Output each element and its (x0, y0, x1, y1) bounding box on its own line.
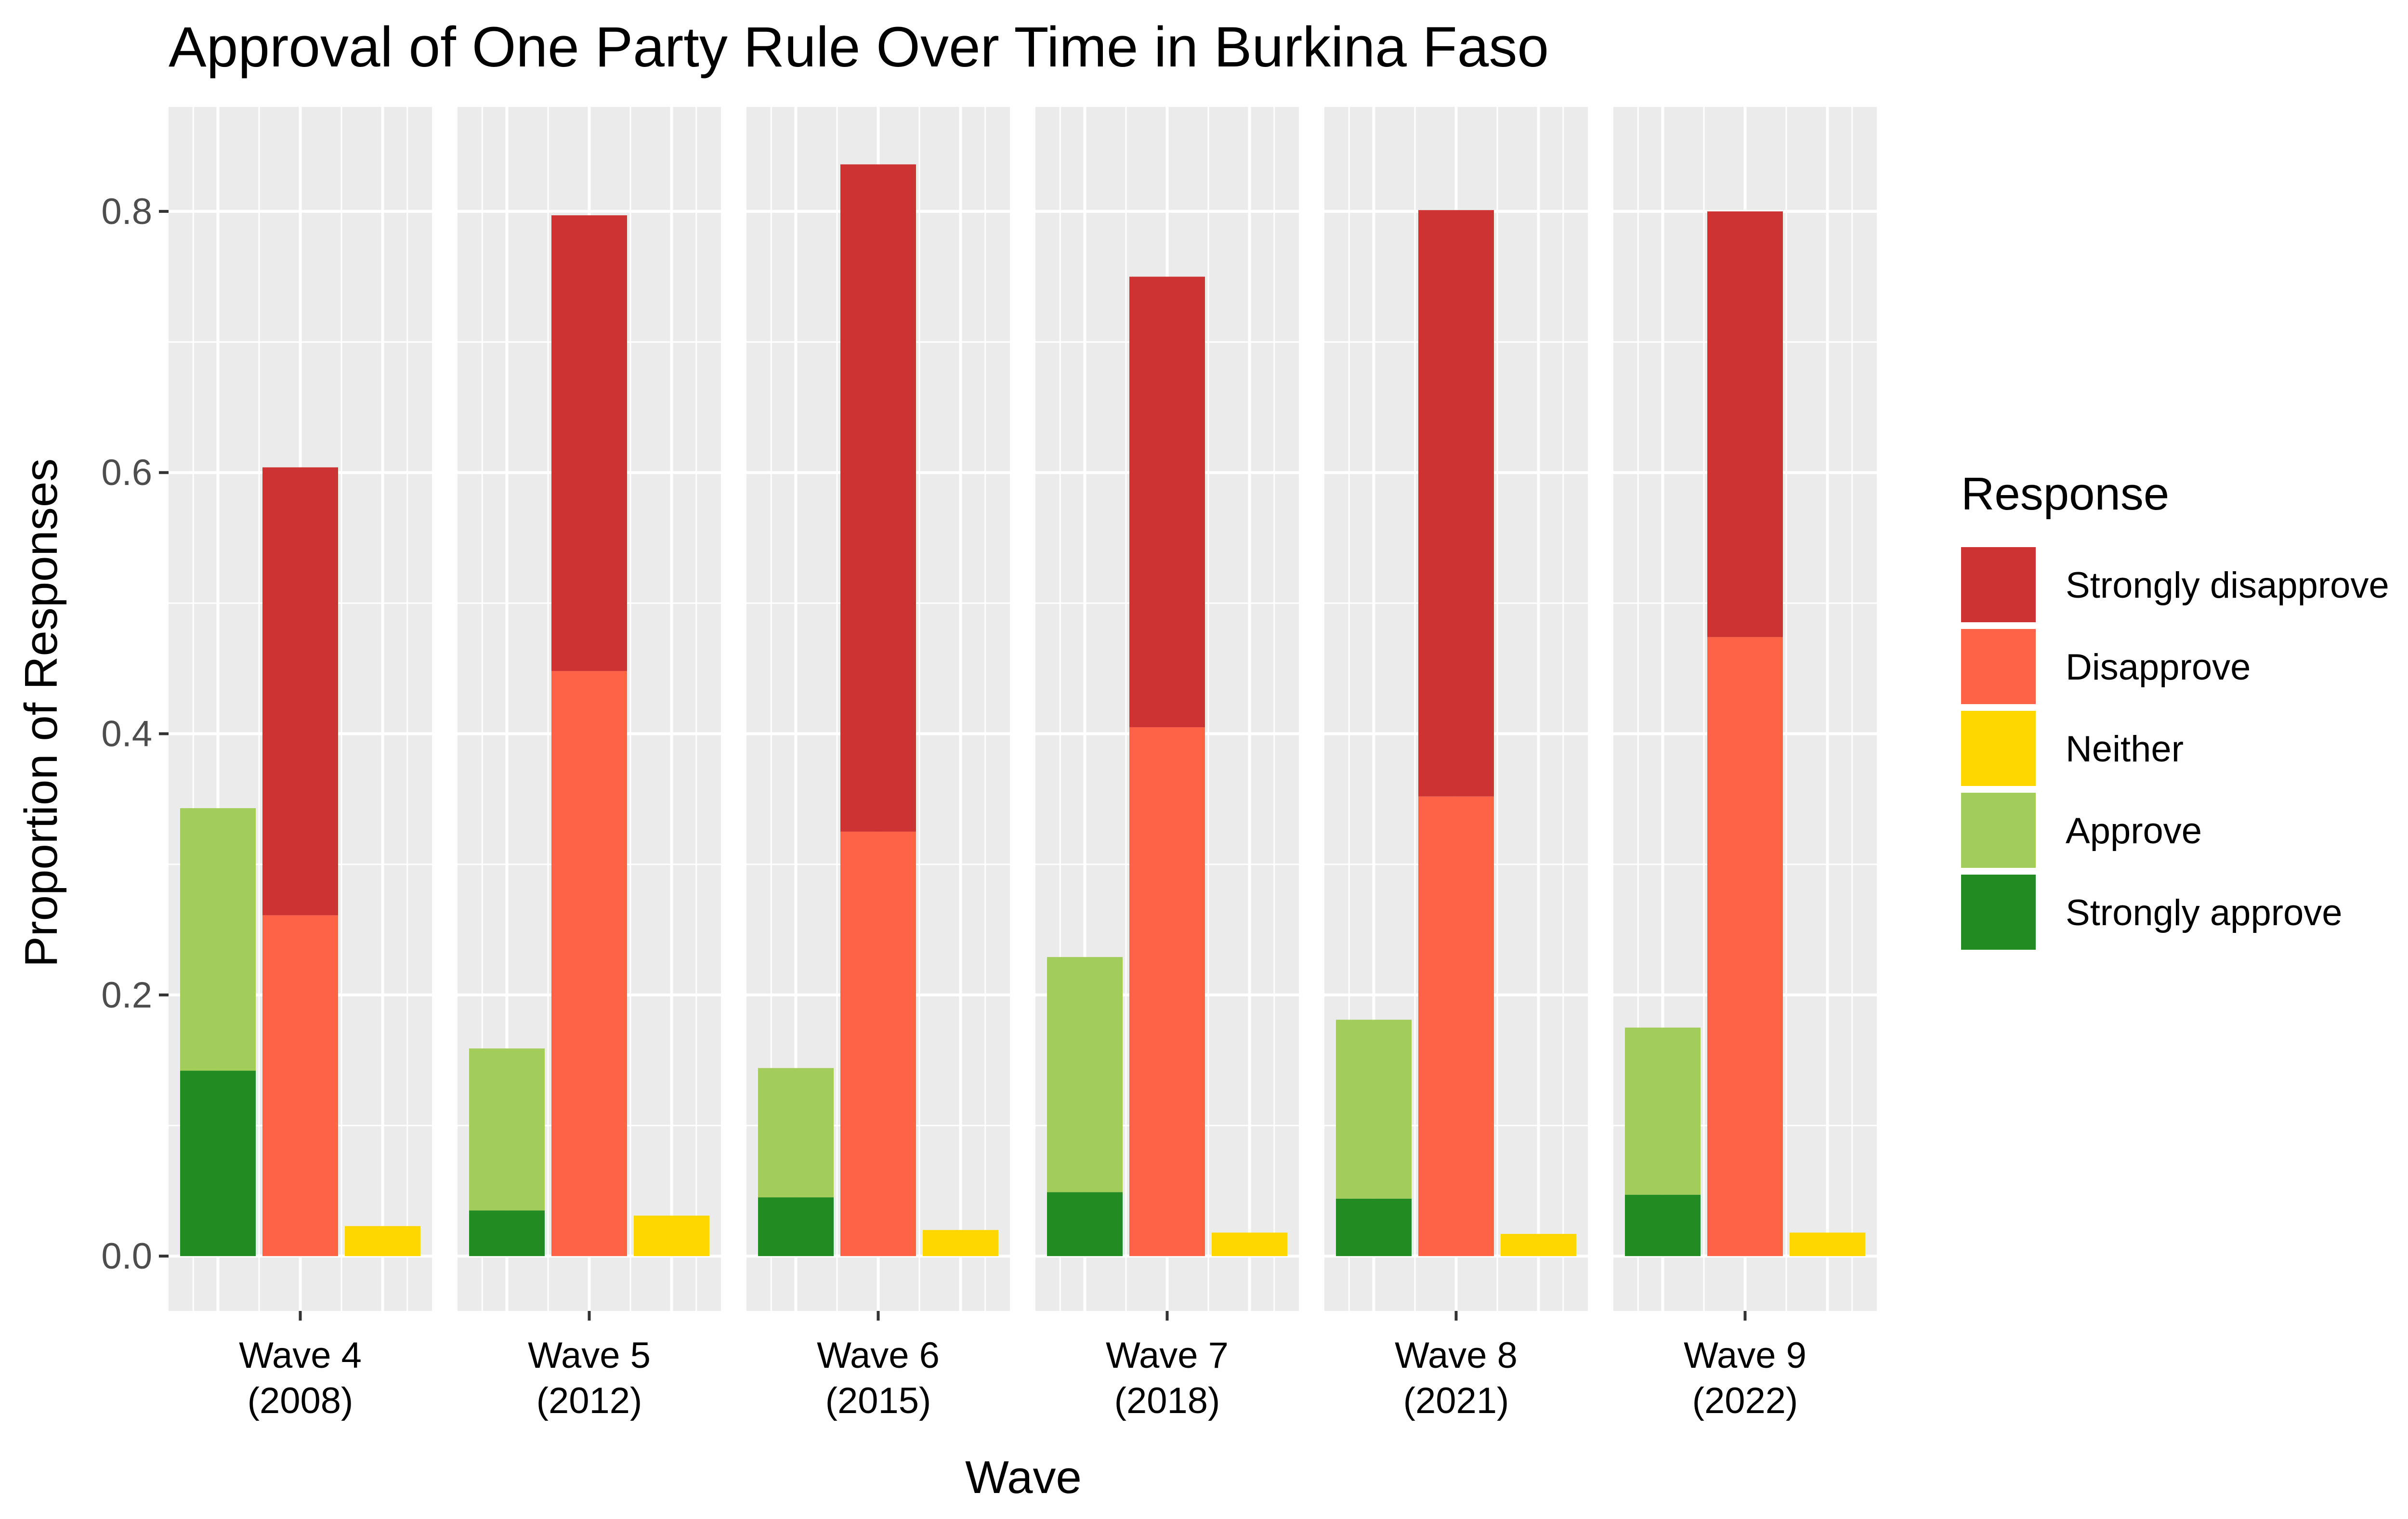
bar-strongly-disapprove (1129, 276, 1205, 727)
bar-strongly-approve (469, 1210, 545, 1257)
y-axis-title: Proportion of Responses (15, 458, 67, 968)
y-axis: 0.0 0.2 0.4 0.6 0.8 (101, 191, 169, 1277)
bar-strongly-approve (1336, 1198, 1412, 1257)
bar-approve (1625, 1027, 1701, 1195)
bar-strongly-approve (1625, 1194, 1701, 1257)
legend-swatch (1961, 793, 2036, 868)
bar-neither (634, 1216, 709, 1257)
legend-label: Strongly disapprove (2066, 565, 2389, 606)
y-tick-label: 0.6 (101, 452, 152, 493)
chart-title: Approval of One Party Rule Over Time in … (169, 15, 1549, 79)
x-tick-label-year: (2012) (537, 1380, 642, 1421)
bar-strongly-approve (758, 1197, 834, 1257)
bar-neither (1790, 1232, 1865, 1257)
bar-neither (1212, 1232, 1287, 1257)
facet-panel: Wave 7(2018) (1035, 107, 1299, 1421)
legend-label: Disapprove (2066, 647, 2251, 688)
x-tick-label: Wave 5 (528, 1335, 651, 1376)
x-tick-label: Wave 7 (1106, 1335, 1229, 1376)
facet-panel: Wave 9(2022) (1613, 107, 1877, 1421)
bar-approve (469, 1048, 545, 1211)
legend-label: Neither (2066, 729, 2184, 770)
x-axis-title: Wave (965, 1452, 1082, 1503)
bar-neither (345, 1226, 420, 1257)
bar-disapprove (262, 915, 338, 1257)
x-tick-label-year: (2018) (1114, 1380, 1220, 1421)
y-tick-label: 0.4 (101, 714, 152, 755)
bar-neither (923, 1230, 998, 1257)
bar-approve (1336, 1020, 1412, 1199)
x-tick-label-year: (2008) (248, 1380, 353, 1421)
legend-swatch (1961, 547, 2036, 622)
legend-title: Response (1961, 468, 2169, 520)
bar-strongly-disapprove (1707, 211, 1783, 637)
y-tick-label: 0.8 (101, 191, 152, 232)
bar-disapprove (840, 831, 916, 1257)
legend-swatch (1961, 711, 2036, 786)
bar-neither (1501, 1234, 1576, 1257)
facet-panel: Wave 6(2015) (746, 107, 1010, 1421)
legend-swatch (1961, 875, 2036, 950)
bar-disapprove (551, 671, 627, 1257)
facet-panel: Wave 5(2012) (458, 107, 721, 1421)
x-tick-label: Wave 4 (239, 1335, 362, 1376)
legend-label: Strongly approve (2066, 892, 2343, 933)
bar-strongly-approve (180, 1071, 256, 1257)
bar-approve (758, 1068, 834, 1198)
bar-approve (180, 808, 256, 1071)
facet-panels: Wave 4(2008)Wave 5(2012)Wave 6(2015)Wave… (169, 107, 1877, 1421)
facet-panel: Wave 8(2021) (1324, 107, 1588, 1421)
legend-label: Approve (2066, 811, 2202, 851)
bar-disapprove (1129, 727, 1205, 1257)
legend-swatch (1961, 629, 2036, 704)
x-tick-label: Wave 9 (1684, 1335, 1806, 1376)
bar-strongly-disapprove (262, 467, 338, 916)
x-tick-label: Wave 8 (1395, 1335, 1518, 1376)
x-tick-label-year: (2022) (1692, 1380, 1798, 1421)
x-tick-label-year: (2015) (825, 1380, 931, 1421)
facet-panel: Wave 4(2008) (169, 107, 432, 1421)
bar-approve (1047, 957, 1123, 1192)
bar-strongly-disapprove (551, 215, 627, 671)
y-tick-label: 0.0 (101, 1236, 152, 1277)
bar-strongly-disapprove (1418, 210, 1494, 797)
bar-strongly-approve (1047, 1192, 1123, 1257)
bar-disapprove (1707, 637, 1783, 1257)
legend-items: Strongly disapprove Disapprove Neither Appr… (1961, 547, 2389, 950)
bar-disapprove (1418, 796, 1494, 1257)
legend: Response Strongly disapprove Disapprove Ne… (1961, 468, 2389, 950)
x-tick-label-year: (2021) (1403, 1380, 1509, 1421)
y-tick-label: 0.2 (101, 975, 152, 1016)
x-tick-label: Wave 6 (817, 1335, 940, 1376)
bar-strongly-disapprove (840, 164, 916, 832)
